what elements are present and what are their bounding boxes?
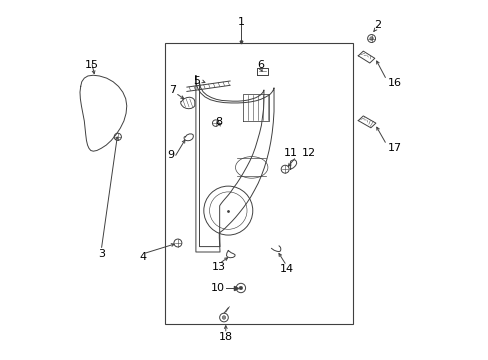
- Text: 14: 14: [279, 264, 293, 274]
- Text: 7: 7: [168, 85, 176, 95]
- Text: 13: 13: [212, 262, 226, 272]
- Bar: [165, 43, 352, 324]
- Text: 17: 17: [386, 143, 401, 153]
- Text: 6: 6: [257, 60, 264, 70]
- Text: 11: 11: [283, 148, 297, 158]
- Text: 16: 16: [386, 78, 401, 88]
- Circle shape: [239, 286, 242, 290]
- Circle shape: [369, 37, 373, 40]
- Text: 5: 5: [193, 76, 200, 86]
- Text: 3: 3: [98, 249, 104, 259]
- Text: 4: 4: [139, 252, 146, 262]
- Text: 8: 8: [215, 117, 223, 127]
- Text: 9: 9: [167, 150, 174, 160]
- Text: 1: 1: [237, 17, 244, 27]
- Text: 15: 15: [84, 60, 98, 70]
- Text: 10: 10: [210, 283, 224, 293]
- Text: 18: 18: [218, 332, 232, 342]
- Text: 2: 2: [373, 20, 381, 30]
- Text: 12: 12: [302, 148, 316, 158]
- Circle shape: [222, 316, 225, 319]
